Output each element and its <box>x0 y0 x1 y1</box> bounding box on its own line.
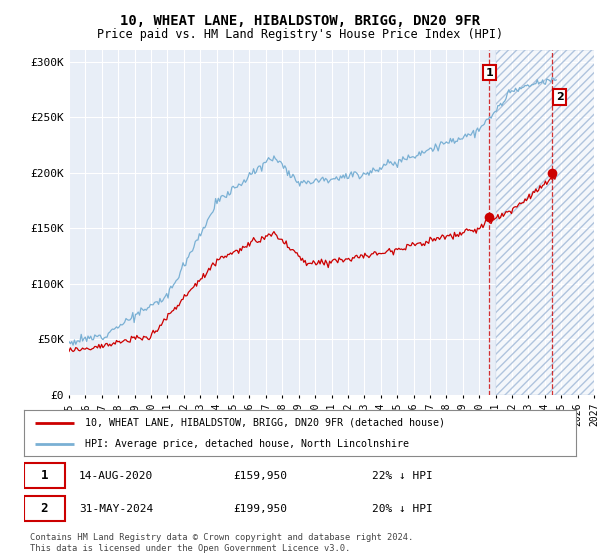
Text: £159,950: £159,950 <box>234 470 288 480</box>
Text: 14-AUG-2020: 14-AUG-2020 <box>79 470 154 480</box>
Text: 22% ↓ HPI: 22% ↓ HPI <box>372 470 433 480</box>
Text: 2: 2 <box>41 502 48 515</box>
Text: Contains HM Land Registry data © Crown copyright and database right 2024.
This d: Contains HM Land Registry data © Crown c… <box>30 533 413 553</box>
Bar <box>496 50 600 395</box>
Bar <box>496 50 600 395</box>
Text: 31-MAY-2024: 31-MAY-2024 <box>79 503 154 514</box>
Text: 1: 1 <box>41 469 48 482</box>
FancyBboxPatch shape <box>24 464 65 488</box>
Text: £199,950: £199,950 <box>234 503 288 514</box>
Text: 10, WHEAT LANE, HIBALDSTOW, BRIGG, DN20 9FR (detached house): 10, WHEAT LANE, HIBALDSTOW, BRIGG, DN20 … <box>85 418 445 428</box>
Text: Price paid vs. HM Land Registry's House Price Index (HPI): Price paid vs. HM Land Registry's House … <box>97 28 503 41</box>
Text: 10, WHEAT LANE, HIBALDSTOW, BRIGG, DN20 9FR: 10, WHEAT LANE, HIBALDSTOW, BRIGG, DN20 … <box>120 14 480 28</box>
Text: HPI: Average price, detached house, North Lincolnshire: HPI: Average price, detached house, Nort… <box>85 439 409 449</box>
Text: 20% ↓ HPI: 20% ↓ HPI <box>372 503 433 514</box>
Text: 1: 1 <box>485 68 493 78</box>
FancyBboxPatch shape <box>24 496 65 521</box>
Text: 2: 2 <box>556 92 563 102</box>
